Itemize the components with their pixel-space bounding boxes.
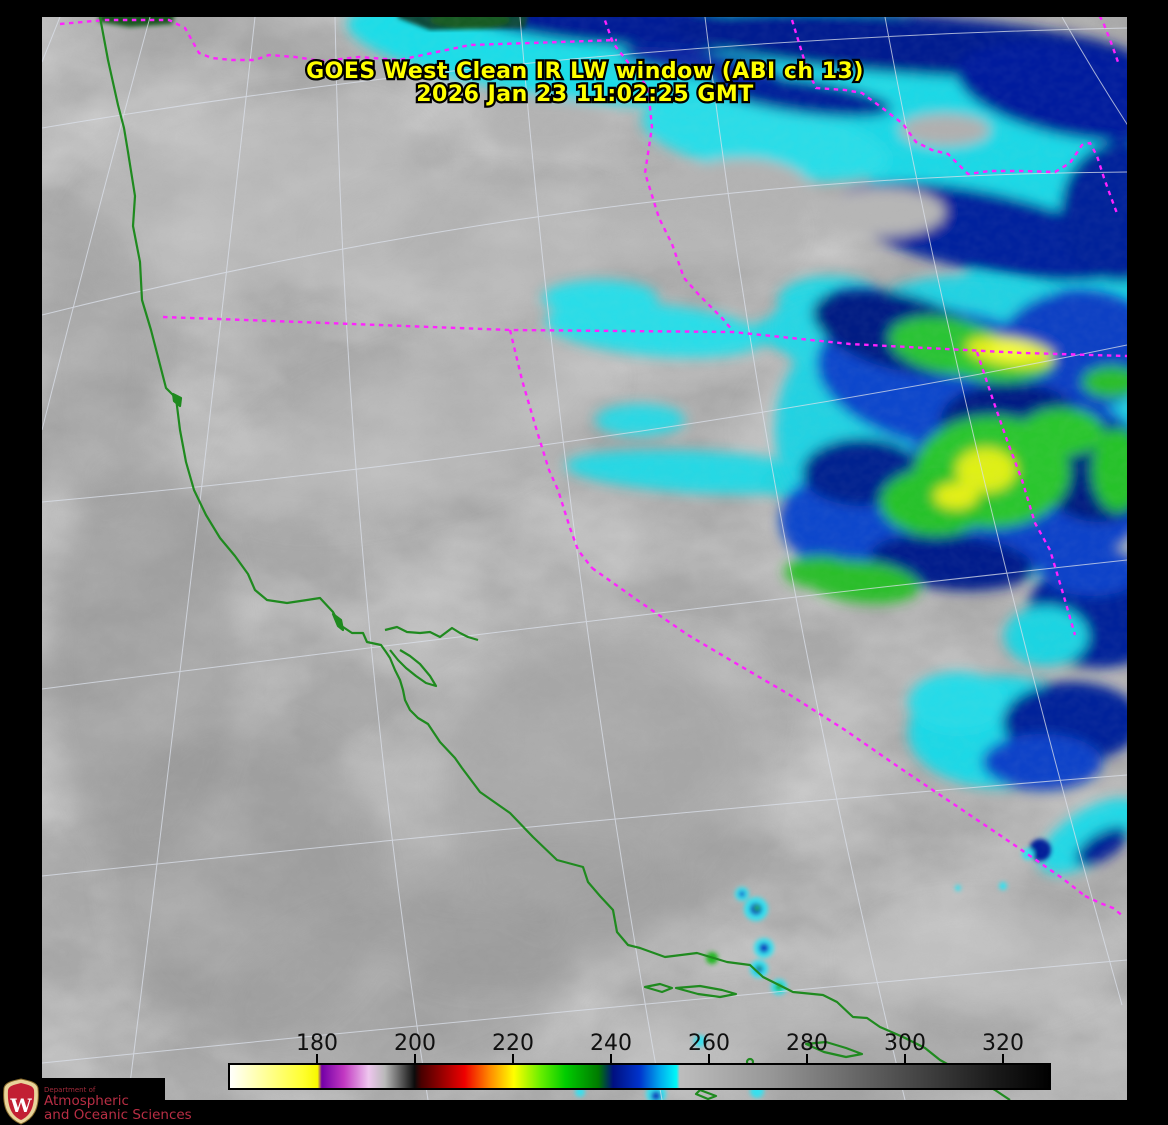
- coast-sf-bay-delta: [384, 625, 479, 642]
- colorbar-tick-label: 260: [688, 1031, 730, 1056]
- border-ca-nv-vertical: [508, 329, 593, 569]
- pixel-grain: [42, 17, 1127, 1100]
- colorbar-ticks: [316, 1054, 1004, 1064]
- coast-bodega-patch: [331, 612, 345, 632]
- coastline: [98, 17, 1011, 1100]
- colorbar-tick-label: 180: [296, 1031, 338, 1056]
- colorbar-gradient-bar: [228, 1063, 1051, 1090]
- colorbar-tick-label: 320: [982, 1031, 1024, 1056]
- island-chain-mid: [674, 984, 738, 999]
- island-san-clemente: [694, 1088, 718, 1100]
- island-catalina: [804, 1040, 864, 1059]
- border-idaho-montana: [790, 19, 1120, 217]
- colorbar-tick-labels: 180 200 220 240 260 280 300 320: [296, 1031, 1024, 1056]
- coast-humboldt-patch: [171, 392, 183, 408]
- colorbar-tick-label: 220: [492, 1031, 534, 1056]
- colorbar-tick-label: 280: [786, 1031, 828, 1056]
- uw-logo: W Department of Atmospheric and Oceanic …: [0, 1078, 192, 1125]
- logo-line-2: and Oceanic Sciences: [44, 1107, 192, 1123]
- colorbar-tick-label: 300: [884, 1031, 926, 1056]
- state-borders: [59, 17, 1127, 918]
- coast-sf-south-bay: [389, 649, 438, 688]
- border-us-canada: [59, 18, 618, 63]
- uw-crest-icon: W: [3, 1078, 39, 1125]
- scene: GOES West Clean IR LW window (ABI ch 13)…: [42, 17, 1127, 1100]
- title-line-2: 2026 Jan 23 11:02:25 GMT: [416, 82, 754, 107]
- border-ca-nv-diagonal: [591, 567, 1086, 897]
- logo-dept-line: Department of: [44, 1086, 96, 1094]
- colorbar-tick-label: 240: [590, 1031, 632, 1056]
- border-42n: [162, 315, 1127, 358]
- colorbar-tick-label: 200: [394, 1031, 436, 1056]
- border-colorado-river: [1084, 894, 1125, 918]
- island-chain-north: [643, 982, 674, 994]
- colorbar: 180 200 220 240 260 280 300 320: [228, 1031, 1051, 1090]
- border-nv-ut: [975, 351, 1077, 636]
- graticule: [42, 17, 1127, 1100]
- border-top-right: [1098, 17, 1120, 63]
- crest-letter: W: [9, 1095, 32, 1117]
- image-title: GOES West Clean IR LW window (ABI ch 13)…: [304, 57, 866, 110]
- title-line-1: GOES West Clean IR LW window (ABI ch 13): [306, 59, 864, 84]
- logo-line-1: Atmospheric: [44, 1093, 129, 1109]
